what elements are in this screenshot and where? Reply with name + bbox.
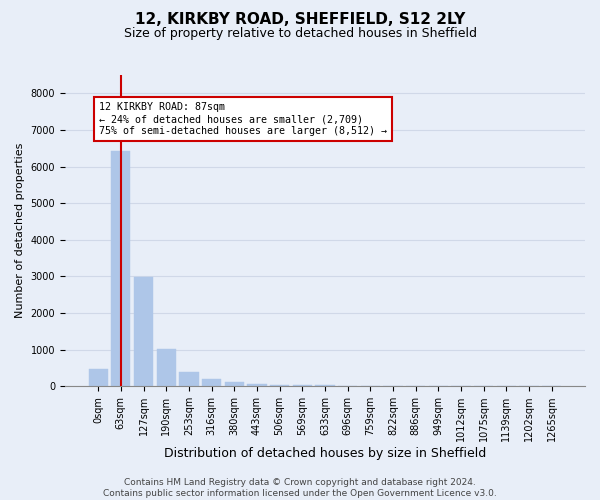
Y-axis label: Number of detached properties: Number of detached properties — [15, 143, 25, 318]
Bar — [111, 151, 130, 386]
Bar — [202, 379, 221, 386]
Text: 12, KIRKBY ROAD, SHEFFIELD, S12 2LY: 12, KIRKBY ROAD, SHEFFIELD, S12 2LY — [135, 12, 465, 28]
Bar — [224, 382, 244, 386]
Text: Contains HM Land Registry data © Crown copyright and database right 2024.
Contai: Contains HM Land Registry data © Crown c… — [103, 478, 497, 498]
Bar — [293, 385, 312, 386]
Bar — [134, 278, 153, 386]
Text: 12 KIRKBY ROAD: 87sqm
← 24% of detached houses are smaller (2,709)
75% of semi-d: 12 KIRKBY ROAD: 87sqm ← 24% of detached … — [98, 102, 386, 136]
Bar — [89, 369, 108, 386]
Bar — [270, 385, 289, 386]
Bar — [179, 372, 199, 386]
Bar — [157, 349, 176, 386]
Bar — [247, 384, 266, 386]
X-axis label: Distribution of detached houses by size in Sheffield: Distribution of detached houses by size … — [164, 447, 486, 460]
Text: Size of property relative to detached houses in Sheffield: Size of property relative to detached ho… — [124, 28, 476, 40]
